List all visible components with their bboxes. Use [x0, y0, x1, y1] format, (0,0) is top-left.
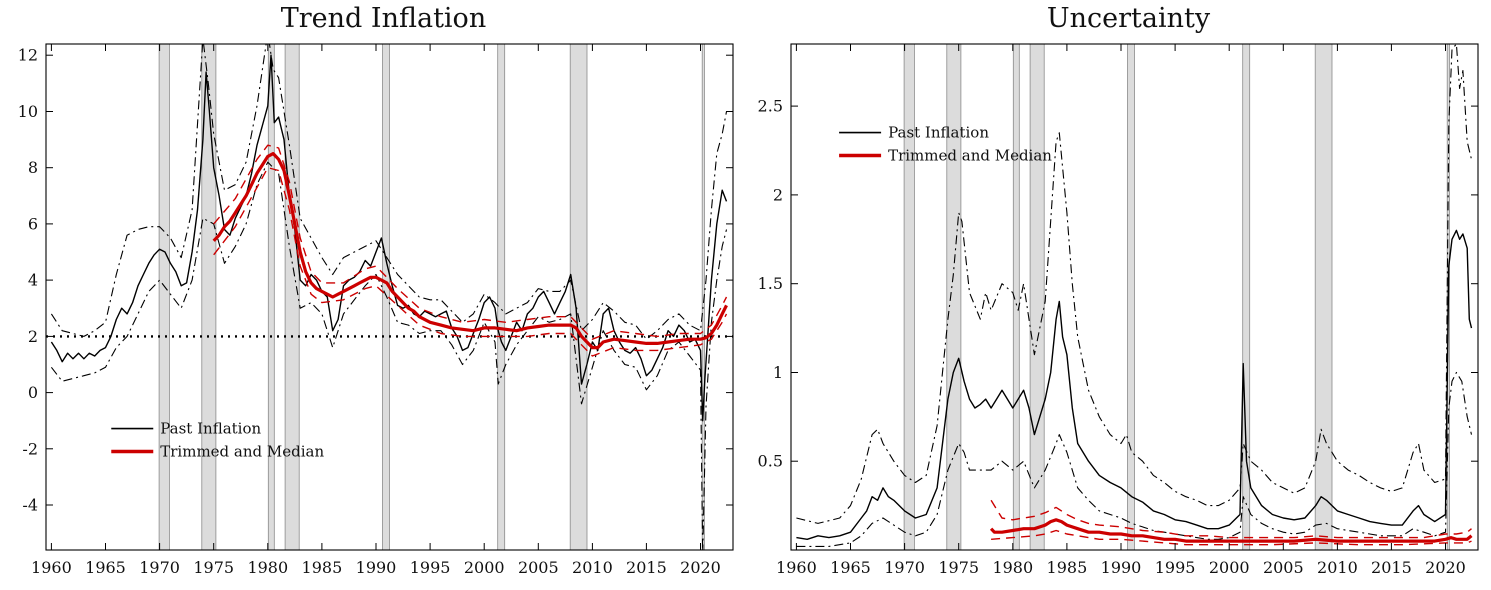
chart-trend-inflation: Trend Inflation 1960 1965 1970 1975 1980 1985… — [0, 0, 745, 590]
svg-text:1990: 1990 — [356, 558, 397, 577]
uncertainty-plot: 1960 1965 1970 1975 1980 1985 1990 1995 2000 2005… — [758, 43, 1479, 577]
svg-text:2010: 2010 — [1317, 558, 1358, 577]
svg-text:1995: 1995 — [410, 558, 451, 577]
svg-text:-4: -4 — [22, 496, 38, 515]
svg-text:4: 4 — [28, 271, 38, 290]
chart-title-trend-inflation: Trend Inflation — [280, 3, 487, 34]
svg-text:2.5: 2.5 — [758, 97, 783, 116]
svg-text:2020: 2020 — [1425, 558, 1466, 577]
svg-text:1975: 1975 — [938, 558, 979, 577]
svg-text:1970: 1970 — [884, 558, 925, 577]
svg-text:0: 0 — [28, 383, 38, 402]
svg-text:1975: 1975 — [193, 558, 234, 577]
chart-uncertainty: Uncertainty 1960 1965 1970 1975 1980 1985 1990… — [745, 0, 1490, 590]
svg-text:1985: 1985 — [1047, 558, 1088, 577]
svg-text:1965: 1965 — [85, 558, 126, 577]
svg-text:6: 6 — [28, 214, 38, 233]
svg-text:1980: 1980 — [247, 558, 288, 577]
svg-text:1990: 1990 — [1101, 558, 1142, 577]
svg-text:1995: 1995 — [1155, 558, 1196, 577]
svg-text:1.5: 1.5 — [758, 274, 783, 293]
svg-text:2005: 2005 — [1263, 558, 1304, 577]
svg-text:12: 12 — [18, 46, 38, 65]
svg-text:0.5: 0.5 — [758, 452, 783, 471]
svg-text:1960: 1960 — [776, 558, 817, 577]
svg-text:-2: -2 — [22, 439, 38, 458]
svg-text:10: 10 — [18, 102, 38, 121]
svg-text:8: 8 — [28, 158, 38, 177]
svg-text:1: 1 — [773, 363, 783, 382]
svg-text:2005: 2005 — [518, 558, 559, 577]
svg-text:2: 2 — [773, 185, 783, 204]
svg-text:1965: 1965 — [830, 558, 871, 577]
svg-text:2: 2 — [28, 327, 38, 346]
svg-text:Trimmed and Median: Trimmed and Median — [160, 443, 324, 461]
chart-title-uncertainty: Uncertainty — [1046, 3, 1211, 34]
svg-text:1985: 1985 — [302, 558, 343, 577]
svg-text:Past Inflation: Past Inflation — [888, 124, 989, 142]
svg-text:2000: 2000 — [1209, 558, 1250, 577]
svg-text:1960: 1960 — [31, 558, 72, 577]
svg-text:Past Inflation: Past Inflation — [160, 420, 261, 438]
svg-text:1980: 1980 — [992, 558, 1033, 577]
svg-text:2015: 2015 — [1371, 558, 1412, 577]
svg-text:2020: 2020 — [680, 558, 721, 577]
svg-text:1970: 1970 — [139, 558, 180, 577]
svg-text:2010: 2010 — [572, 558, 613, 577]
svg-text:2015: 2015 — [626, 558, 667, 577]
svg-text:Trimmed and Median: Trimmed and Median — [888, 147, 1052, 165]
trend-inflation-plot: 1960 1965 1970 1975 1980 1985 1990 1995 2000 2005… — [18, 43, 734, 577]
svg-text:2000: 2000 — [464, 558, 505, 577]
